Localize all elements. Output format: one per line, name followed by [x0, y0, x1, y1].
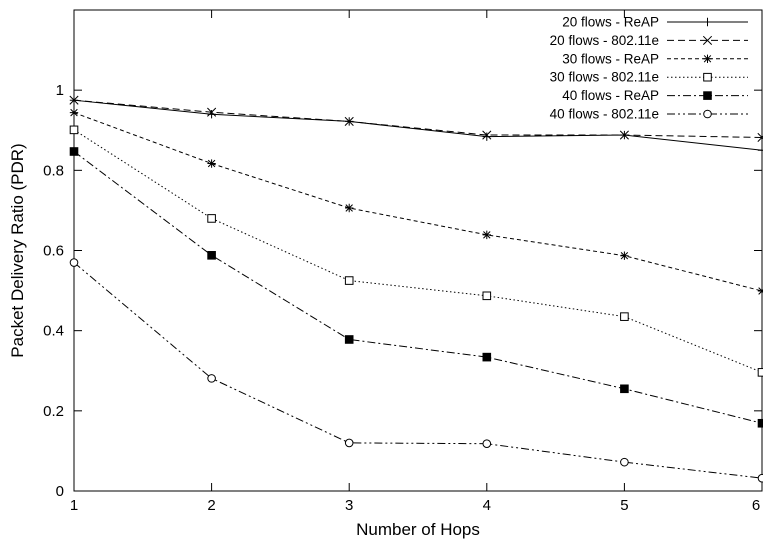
legend-label: 30 flows - 802.11e: [550, 70, 659, 85]
data-point-marker: [69, 147, 79, 156]
data-point-marker: [620, 384, 629, 394]
series-line: [73, 262, 763, 479]
legend-entry: 40 flows - 802.11e: [550, 107, 748, 122]
data-point-marker: [620, 312, 629, 321]
data-point-marker: [69, 125, 79, 135]
data-point-marker: [207, 110, 216, 119]
data-point-marker: [344, 335, 354, 344]
data-point-marker: [482, 352, 492, 362]
data-point-marker: [620, 457, 629, 467]
data-point-marker: [757, 418, 763, 428]
legend-entry: 20 flows - 802.11e: [550, 33, 748, 48]
data-point-marker: [620, 251, 629, 260]
data-point-marker: [619, 130, 629, 140]
series-line: [73, 151, 763, 424]
series-5: [69, 147, 763, 428]
x-axis-label: Number of Hops: [356, 520, 480, 539]
data-point-marker: [757, 368, 763, 377]
data-point-marker: [344, 116, 354, 126]
data-point-marker: [703, 91, 712, 100]
y-axis-label: Packet Delivery Ratio (PDR): [8, 143, 27, 357]
series-line: [73, 112, 763, 292]
series-4: [69, 125, 763, 377]
series-6: [69, 258, 763, 483]
data-point-marker: [345, 203, 354, 213]
legend-entry: 40 flows - ReAP: [562, 88, 748, 103]
legend-label: 30 flows - ReAP: [562, 51, 659, 66]
y-tick-label: 0.6: [43, 243, 64, 260]
data-point-marker: [757, 286, 763, 296]
y-tick-label: 0.8: [43, 162, 64, 179]
series-line: [73, 129, 763, 373]
series-layer: [69, 95, 763, 483]
data-point-marker: [482, 230, 491, 240]
legend-label: 20 flows - ReAP: [562, 15, 659, 30]
data-point-marker: [703, 17, 712, 27]
series-line: [73, 99, 763, 151]
series-2: [69, 95, 763, 143]
data-point-marker: [69, 258, 79, 267]
data-point-marker: [207, 251, 216, 260]
series-1: [69, 95, 763, 155]
data-point-marker: [482, 132, 491, 141]
data-point-marker: [703, 54, 712, 63]
legend-label: 40 flows - 802.11e: [550, 107, 659, 122]
data-point-marker: [69, 108, 79, 117]
legend-entry: 20 flows - ReAP: [562, 15, 748, 30]
x-tick-label: 6: [752, 497, 760, 514]
x-tick-label: 4: [483, 497, 491, 514]
y-tick-label: 1: [56, 82, 64, 99]
axis-ticks: [73, 10, 763, 492]
data-point-marker: [207, 214, 216, 223]
data-point-marker: [207, 107, 217, 117]
legend-label: 40 flows - ReAP: [562, 88, 659, 103]
x-tick-label: 5: [620, 497, 628, 514]
x-tick-label: 1: [70, 497, 78, 514]
legend-entry: 30 flows - ReAP: [562, 51, 748, 66]
legend-label: 20 flows - 802.11e: [550, 33, 659, 48]
data-point-marker: [703, 109, 712, 119]
series-3: [69, 108, 763, 296]
x-tick-label: 3: [345, 497, 353, 514]
data-point-marker: [702, 35, 713, 45]
legend: 20 flows - ReAP 20 flows - 802.11e 30 flow…: [550, 15, 748, 122]
y-tick-label: 0: [56, 483, 64, 500]
data-point-marker: [482, 130, 492, 140]
x-tick-label: 2: [207, 497, 215, 514]
data-point-marker: [344, 276, 354, 285]
data-point-marker: [757, 473, 763, 483]
series-line: [73, 99, 763, 138]
data-point-marker: [207, 374, 216, 383]
data-point-marker: [703, 72, 712, 82]
y-tick-label: 0.4: [43, 323, 64, 340]
data-point-marker: [482, 291, 492, 301]
data-point-marker: [757, 146, 763, 155]
data-point-marker: [482, 439, 492, 449]
y-tick-label: 0.2: [43, 403, 64, 420]
data-point-marker: [344, 438, 354, 448]
axis-tick-labels: 1 2 3 4 5 6 0 0.2 0.4 0.6 0.8 1: [43, 82, 760, 514]
data-point-marker: [757, 132, 763, 143]
legend-entry: 30 flows - 802.11e: [550, 70, 748, 85]
data-point-marker: [69, 95, 79, 105]
data-point-marker: [207, 159, 216, 168]
